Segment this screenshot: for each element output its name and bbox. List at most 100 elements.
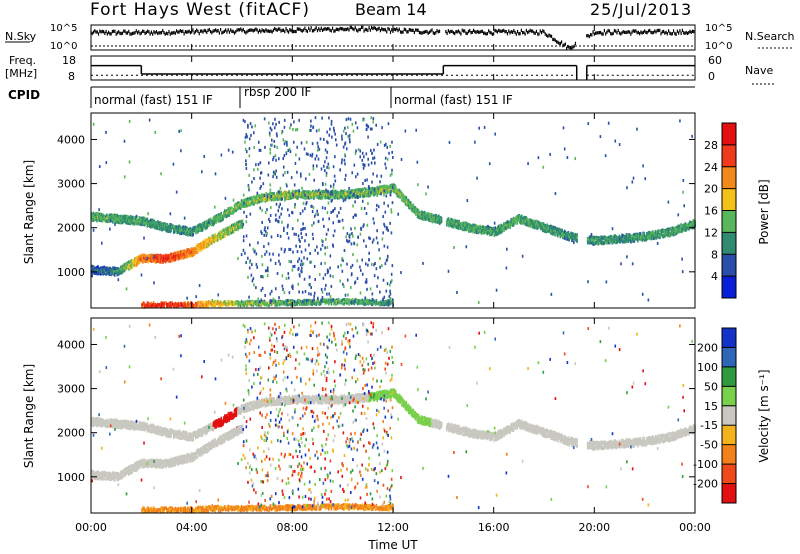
power-cell [200,228,202,232]
power-cell [431,215,434,219]
power-cell [389,190,392,194]
power-cell [317,195,319,199]
power-cell [244,204,246,208]
power-cell [618,234,621,238]
power-cell [630,238,633,242]
power-cell [99,217,102,221]
power-cell [527,223,530,227]
power-cell [154,303,157,307]
power-cell [260,196,262,200]
power-cell [457,226,460,230]
power-cell [182,304,185,308]
power-cell [295,195,297,199]
power-cell [613,234,615,238]
power-cell [245,204,247,208]
power-cell [161,303,164,307]
power-cell [606,238,608,242]
power-cell [210,235,213,239]
power-cell [510,223,512,227]
power-cell [519,216,522,220]
power-cell [264,196,267,200]
power-cell [137,260,140,264]
power-cell [685,226,688,230]
power-cell [562,232,564,236]
power-cell [538,225,541,229]
power-cell [212,236,215,240]
power-cell [351,189,354,193]
power-cell [209,242,211,246]
power-cell [343,196,346,200]
power-cell [406,201,408,205]
power-cell [468,223,471,227]
power-cell [159,253,162,257]
power-cell [466,224,468,228]
power-cell [564,232,567,236]
power-cell [179,251,181,255]
power-cell [246,197,249,201]
power-cell [570,235,572,239]
power-cell [321,192,324,196]
power-cell [115,220,118,224]
power-cell [439,220,442,224]
power-cell [558,230,561,234]
power-cell [541,223,544,227]
power-cell [109,270,112,274]
power-cell [430,212,432,216]
power-cell [172,258,174,262]
power-cell [361,192,364,196]
power-cell [401,191,403,195]
power-cell [211,234,214,238]
power-cell [493,228,496,232]
power-cell [458,219,460,223]
power-cell [254,199,257,203]
power-cell [479,229,482,233]
power-cell [151,256,154,260]
power-cell [272,197,275,201]
power-cell [252,198,254,202]
power-cell [150,259,153,263]
power-cell [122,216,125,220]
power-cell [114,216,117,220]
power-cell [131,216,134,220]
power-cell [533,219,535,223]
power-cell [191,250,194,254]
power-cell [234,228,237,232]
power-cell [129,266,132,270]
power-cell [265,198,268,202]
power-cell [172,258,175,262]
power-cell [218,218,221,222]
power-cell [120,217,122,221]
power-cell [218,216,221,220]
power-cell [277,195,280,199]
power-cell [525,216,527,220]
power-cell [593,240,596,244]
power-cell [277,198,280,202]
power-cell [646,236,649,240]
power-cell [507,221,510,225]
power-cell [261,196,264,200]
power-cell [163,225,165,229]
power-cell [115,267,118,271]
power-cell [169,301,172,305]
power-cell [95,266,98,270]
power-cell [101,271,104,275]
power-cell [137,258,140,262]
power-cell [150,257,153,261]
power-cell [235,205,238,209]
power-cell [207,223,209,227]
power-cell [180,304,182,308]
power-cell [120,265,122,269]
power-cell [137,219,140,223]
power-cell [463,228,466,232]
power-cell [552,231,555,235]
power-cell [232,228,235,232]
power-cell [659,236,661,240]
power-cell [535,219,538,223]
power-cell [123,215,126,219]
power-cell [396,189,399,193]
power-cell [280,194,282,198]
power-cell [194,231,197,235]
power-cell [189,231,192,235]
power-cell [136,222,139,226]
power-cell [260,194,262,198]
